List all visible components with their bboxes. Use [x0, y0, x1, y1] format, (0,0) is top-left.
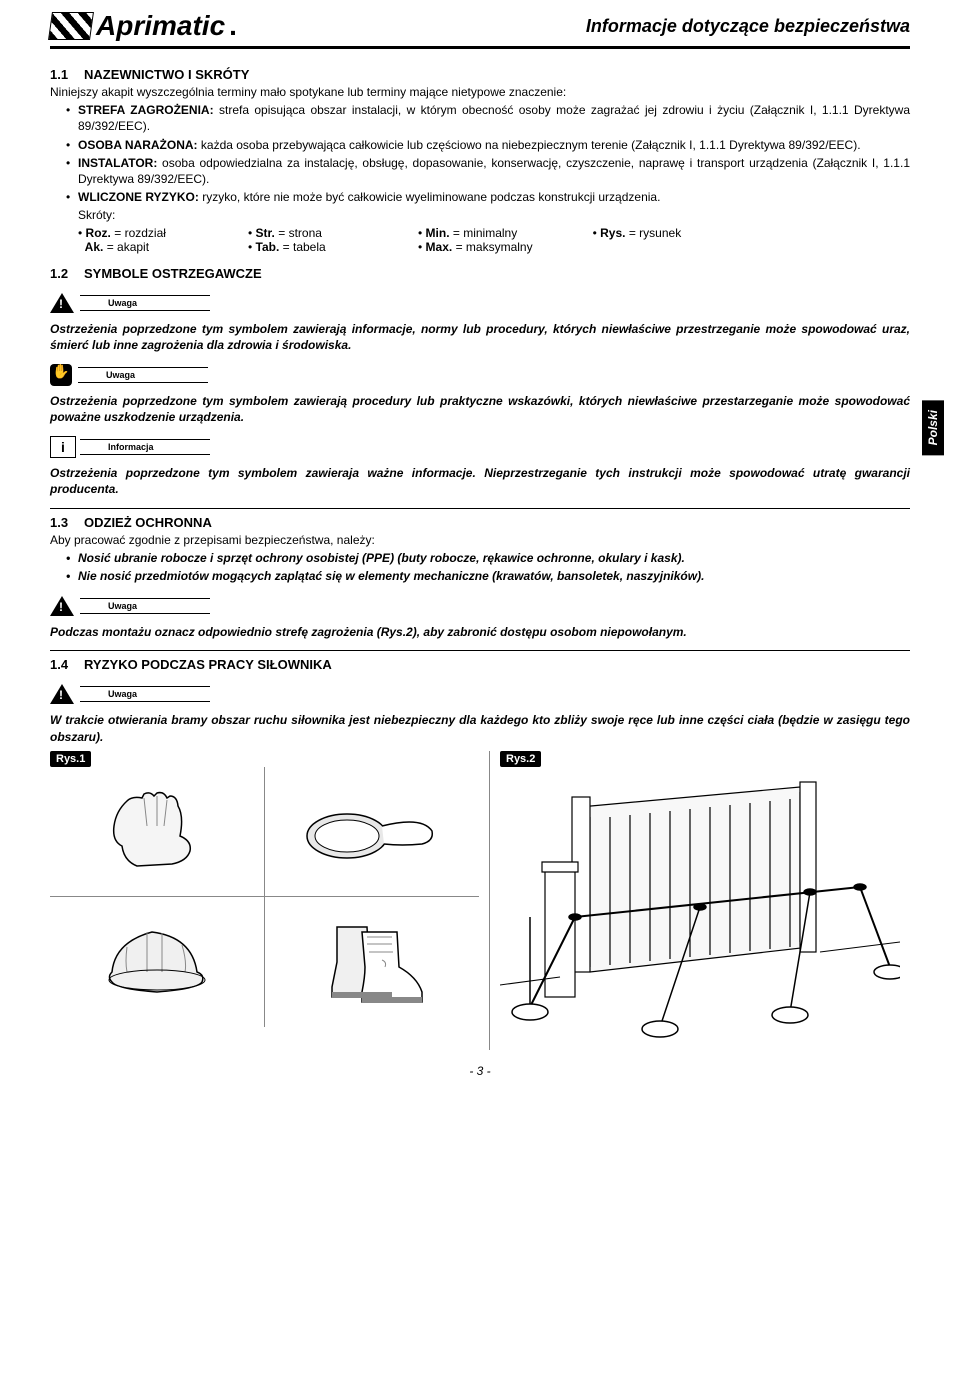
fig1-helmet [50, 897, 265, 1027]
warning-text-1: Ostrzeżenia poprzedzone tym symbolem zaw… [50, 321, 910, 353]
abbrev-row: • Roz. = rozdział Ak. = akapit • Str. = … [50, 226, 910, 254]
section-1-4-heading: 1.4RYZYKO PODCZAS PRACY SIŁOWNIKA [50, 657, 910, 672]
logo-flag-icon [48, 12, 94, 40]
section-1-3-heading: 1.3ODZIEŻ OCHRONNA [50, 515, 910, 530]
symbol-label: Uwaga [80, 296, 210, 308]
gate-barrier-illustration [500, 767, 900, 1047]
section-1-1-heading: 1.1NAZEWNICTWO I SKRÓTY [50, 67, 910, 82]
section-1-2-heading: 1.2SYMBOLE OSTRZEGAWCZE [50, 266, 910, 281]
boots-icon [307, 912, 437, 1012]
section-rule [50, 650, 910, 651]
page-number: - 3 - [50, 1064, 910, 1078]
figure-2: Rys.2 [490, 751, 910, 1050]
brand-name: Aprimatic [96, 10, 225, 42]
sec13-intro: Aby pracować zgodnie z przepisami bezpie… [50, 532, 910, 548]
warning-text-3: Ostrzeżenia poprzedzone tym symbolem zaw… [50, 465, 910, 497]
fig1-goggles [265, 767, 480, 897]
warning-triangle-icon [50, 684, 74, 704]
list-item: Nosić ubranie robocze i sprzęt ochrony o… [66, 550, 910, 566]
warning-triangle-icon [50, 293, 74, 313]
sec13-note: Podczas montażu oznacz odpowiednio stref… [50, 624, 910, 640]
symbol-uwaga-triangle: Uwaga [50, 289, 910, 317]
symbol-uwaga-triangle-3: Uwaga [50, 680, 910, 708]
symbol-label: Uwaga [80, 687, 210, 699]
sec14-text: W trakcie otwierania bramy obszar ruchu … [50, 712, 910, 744]
symbol-label: Uwaga [80, 599, 210, 611]
header-rule [50, 46, 910, 49]
symbol-label: Uwaga [78, 368, 208, 380]
fig1-label: Rys.1 [50, 751, 91, 767]
sec11-intro: Niniejszy akapit wyszczególnia terminy m… [50, 84, 910, 100]
fig1-boots [265, 897, 480, 1027]
fig2-label: Rys.2 [500, 751, 541, 767]
hand-stop-icon [50, 364, 72, 386]
list-item: Nie nosić przedmiotów mogących zaplątać … [66, 568, 910, 584]
list-item: INSTALATOR: osoba odpowiedzialna za inst… [66, 155, 910, 187]
warning-triangle-icon [50, 596, 74, 616]
brand-logo: Aprimatic. [50, 10, 237, 42]
symbol-uwaga-hand: Uwaga [50, 361, 910, 389]
figures-row: Rys.1 [50, 751, 910, 1050]
goggles-icon [302, 796, 442, 866]
list-item: STREFA ZAGROŻENIA: strefa opisująca obsz… [66, 102, 910, 134]
list-item: WLICZONE RYZYKO: ryzyko, które nie może … [66, 189, 910, 205]
section-rule [50, 508, 910, 509]
skroty-label: Skróty: [50, 207, 910, 223]
sec13-list: Nosić ubranie robocze i sprzęt ochrony o… [50, 550, 910, 584]
symbol-label: Informacja [80, 440, 210, 452]
info-icon: i [50, 436, 76, 458]
warning-text-2: Ostrzeżenia poprzedzone tym symbolem zaw… [50, 393, 910, 425]
gloves-icon [102, 786, 212, 876]
page-title: Informacje dotyczące bezpieczeństwa [586, 16, 910, 37]
symbol-uwaga-triangle-2: Uwaga [50, 592, 910, 620]
figure-1: Rys.1 [50, 751, 490, 1050]
list-item: OSOBA NARAŻONA: każda osoba przebywająca… [66, 137, 910, 153]
symbol-informacja: i Informacja [50, 433, 910, 461]
language-tab: Polski [922, 400, 944, 455]
helmet-icon [97, 917, 217, 1007]
fig1-gloves [50, 767, 265, 897]
sec11-list: STREFA ZAGROŻENIA: strefa opisująca obsz… [50, 102, 910, 205]
